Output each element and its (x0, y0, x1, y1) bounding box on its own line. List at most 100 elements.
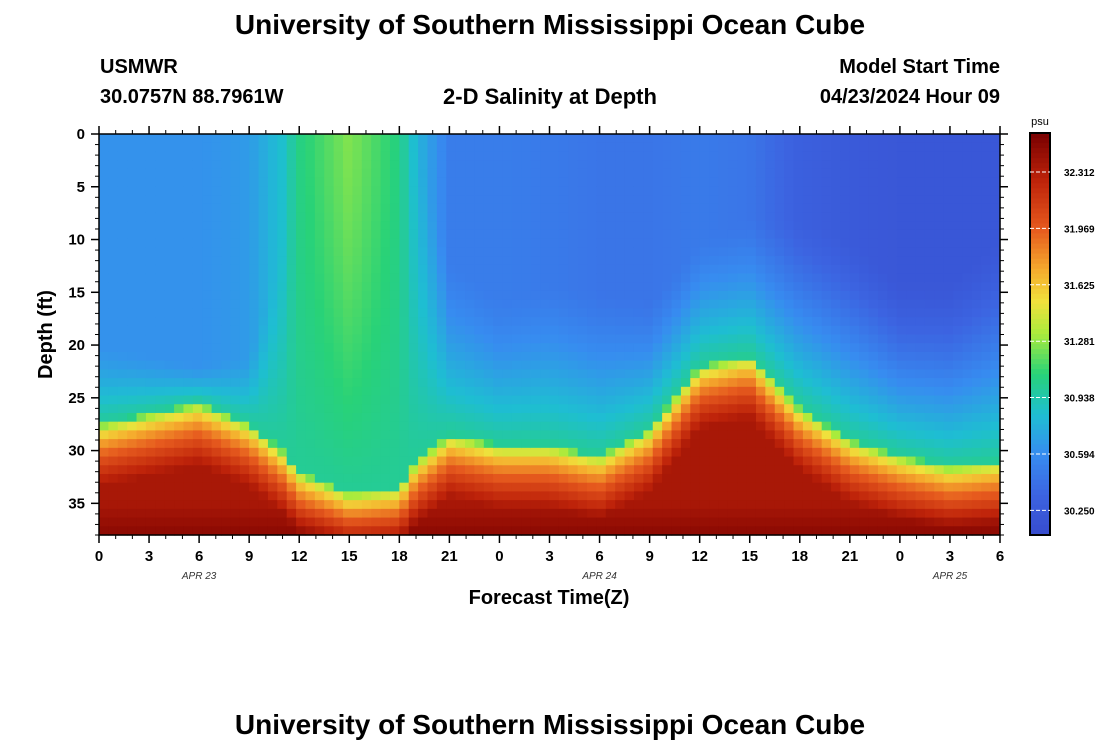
heatmap-cell (990, 508, 1001, 519)
colorbar-tick-label: 31.281 (1064, 337, 1095, 348)
heatmap-cell (436, 369, 447, 379)
heatmap-cell (352, 491, 363, 501)
heatmap-cell (943, 168, 954, 179)
plot-title: 2-D Salinity at Depth (443, 84, 657, 109)
heatmap-cell (136, 500, 147, 510)
heatmap-cell (343, 526, 354, 536)
heatmap-cell (596, 229, 607, 240)
heatmap-cell (493, 203, 504, 214)
heatmap-cell (633, 134, 644, 144)
heatmap-cell (418, 282, 429, 292)
colorbar-cell (1030, 263, 1050, 270)
heatmap-cell (465, 404, 476, 414)
heatmap-cell (784, 430, 795, 440)
heatmap-cell (399, 264, 410, 275)
heatmap-cell (596, 142, 607, 153)
heatmap-cell (849, 256, 860, 266)
heatmap-cell (831, 299, 842, 309)
heatmap-cell (521, 351, 532, 362)
heatmap-cell (277, 195, 288, 205)
heatmap-cell (652, 142, 663, 153)
heatmap-cell (389, 421, 400, 431)
heatmap-cell (211, 273, 222, 283)
heatmap-cell (633, 369, 644, 379)
heatmap-cell (221, 386, 231, 397)
heatmap-cell (633, 343, 644, 353)
heatmap-cell (671, 351, 682, 362)
heatmap-cell (915, 186, 926, 196)
heatmap-cell (183, 500, 194, 510)
heatmap-cell (427, 273, 438, 283)
heatmap-cell (380, 229, 391, 240)
heatmap-cell (633, 151, 644, 161)
heatmap-cell (99, 351, 109, 362)
heatmap-cell (615, 282, 626, 292)
heatmap-cell (371, 430, 382, 440)
heatmap-cell (549, 151, 560, 161)
heatmap-cell (971, 378, 982, 388)
heatmap-cell (915, 203, 926, 214)
heatmap-cell (267, 378, 278, 388)
colorbar-cell (1030, 188, 1050, 194)
heatmap-cell (577, 369, 588, 379)
heatmap-cell (136, 168, 147, 179)
heatmap-cell (117, 343, 128, 353)
heatmap-cell (296, 491, 307, 501)
heatmap-cell (896, 203, 907, 214)
heatmap-cell (943, 508, 954, 519)
heatmap-cell (877, 229, 888, 240)
heatmap-cell (540, 334, 551, 344)
heatmap-cell (436, 378, 447, 388)
heatmap-cell (746, 168, 757, 179)
heatmap-cell (802, 517, 813, 527)
heatmap-cell (474, 308, 485, 318)
heatmap-cell (568, 273, 579, 283)
heatmap-cell (859, 186, 870, 196)
heatmap-cell (671, 238, 682, 248)
heatmap-cell (784, 360, 795, 370)
colorbar-cell (1030, 228, 1050, 235)
heatmap-cell (446, 134, 457, 144)
heatmap-cell (709, 378, 720, 388)
heatmap-cell (821, 212, 832, 222)
heatmap-cell (962, 517, 973, 527)
heatmap-cell (577, 282, 588, 292)
heatmap-cell (558, 343, 569, 353)
heatmap-cell (774, 229, 785, 240)
heatmap-cell (549, 221, 560, 231)
heatmap-cell (615, 290, 626, 301)
heatmap-cell (155, 160, 166, 170)
heatmap-cell (155, 299, 166, 309)
heatmap-cell (136, 273, 147, 283)
heatmap-cell (389, 229, 400, 240)
heatmap-cell (737, 517, 748, 527)
heatmap-cell (521, 168, 532, 179)
heatmap-cell (887, 473, 898, 484)
heatmap-cell (380, 351, 391, 362)
heatmap-cell (765, 343, 776, 353)
heatmap-cell (915, 404, 926, 414)
heatmap-cell (333, 360, 344, 370)
heatmap-cell (624, 299, 635, 309)
heatmap-cell (699, 526, 710, 536)
heatmap-cell (812, 264, 823, 275)
heatmap-cell (699, 151, 710, 161)
heatmap-cell (859, 404, 870, 414)
heatmap-cell (136, 404, 147, 414)
heatmap-cell (981, 439, 992, 449)
heatmap-cell (699, 404, 710, 414)
heatmap-cell (774, 360, 785, 370)
heatmap-cell (493, 500, 504, 510)
heatmap-cell (483, 378, 494, 388)
heatmap-cell (962, 508, 973, 519)
heatmap-cell (136, 160, 147, 170)
heatmap-cell (371, 404, 382, 414)
heatmap-cell (211, 334, 222, 344)
heatmap-cell (277, 343, 288, 353)
heatmap-cell (418, 447, 429, 458)
heatmap-cell (953, 325, 964, 336)
heatmap-cell (981, 421, 992, 431)
heatmap-cell (812, 160, 823, 170)
heatmap-cell (943, 500, 954, 510)
heatmap-cell (108, 290, 119, 301)
